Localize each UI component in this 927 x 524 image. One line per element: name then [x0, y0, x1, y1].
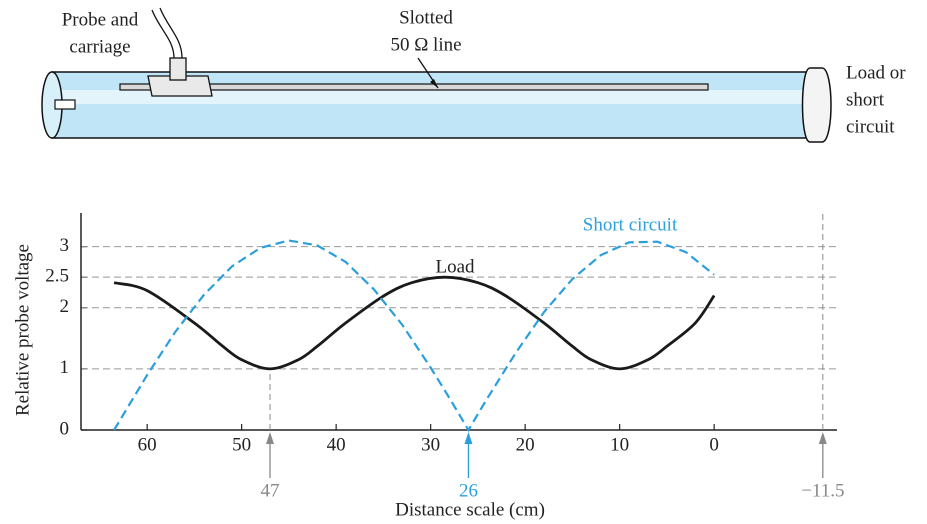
x-tick-label: 40 [327, 434, 346, 455]
marker-arrowhead [464, 432, 473, 444]
line-label: 50 Ω line [390, 34, 461, 55]
series-line [113, 275, 716, 371]
marker-arrowhead [818, 432, 827, 444]
slotted-line-diagram: Probe and carriage Slotted 50 Ω line Loa… [41, 7, 906, 143]
probe-label: Probe and [62, 9, 139, 30]
center-conductor [54, 99, 76, 110]
probe-label: carriage [69, 36, 130, 57]
x-tick-label: 20 [516, 434, 535, 455]
y-tick-label: 1 [60, 357, 70, 378]
x-tick-label: 50 [232, 434, 251, 455]
carriage [147, 75, 213, 97]
marker-label: −11.5 [801, 480, 844, 501]
x-tick-label: 60 [138, 434, 157, 455]
x-axis-label: Distance scale (cm) [395, 499, 545, 520]
line-label: Slotted [399, 7, 453, 28]
y-tick-label: 0 [60, 418, 70, 439]
load-label: short [846, 89, 885, 110]
slot [119, 83, 709, 91]
y-tick-label: 2 [60, 296, 70, 317]
marker-label: 47 [261, 480, 280, 501]
series-line [113, 239, 715, 433]
marker-arrowhead [266, 432, 274, 444]
line-highlight [52, 90, 812, 104]
marker-label: 26 [459, 480, 478, 501]
probe-cable [151, 7, 183, 59]
y-axis-label: Relative probe voltage [12, 244, 33, 416]
y-tick-label: 3 [60, 235, 70, 256]
y-tick-label: 2.5 [45, 266, 69, 287]
load-label: circuit [846, 116, 895, 137]
load-label: Load or [846, 62, 906, 83]
probe [169, 57, 187, 81]
load-cap [801, 67, 832, 143]
x-tick-label: 30 [421, 434, 440, 455]
series-label: Short circuit [583, 214, 678, 235]
x-tick-label: 0 [709, 434, 719, 455]
slot-pointer-head [430, 79, 438, 88]
series-label: Load [435, 256, 475, 277]
x-tick-label: 10 [610, 434, 629, 455]
